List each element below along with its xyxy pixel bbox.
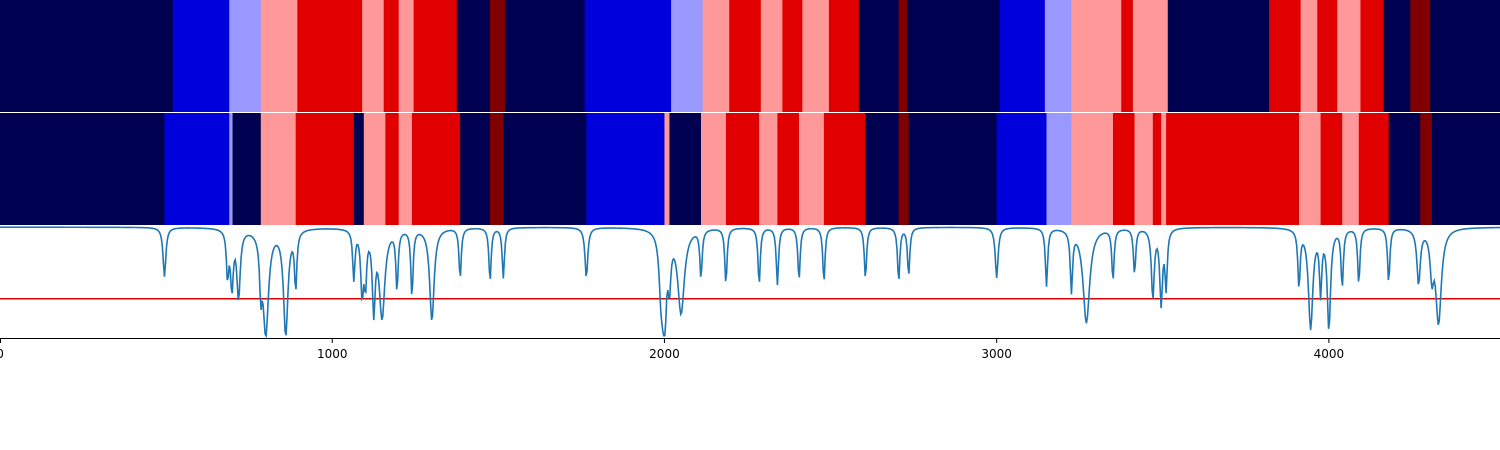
heatmap-cell — [725, 113, 760, 225]
heatmap-cell — [363, 113, 386, 225]
heatmap-cell — [353, 113, 365, 225]
heatmap-cell — [229, 0, 262, 112]
heatmap-cell — [1420, 113, 1433, 225]
heatmap-cell — [782, 0, 803, 112]
heatmap-cell — [413, 0, 458, 112]
heatmap-cell — [669, 113, 702, 225]
heatmap-cell — [490, 113, 504, 225]
heatmap-cell — [729, 0, 762, 112]
heatmap-cell — [584, 0, 672, 112]
heatmap-cell — [504, 0, 586, 112]
heatmap-cell — [799, 113, 825, 225]
heatmap-cell — [297, 0, 363, 112]
heatmap-cell — [503, 113, 587, 225]
heatmap-cell — [1071, 0, 1122, 112]
heatmap-cell — [1383, 0, 1411, 112]
score-line-panel — [0, 226, 1500, 339]
heatmap-cell — [490, 0, 506, 112]
heatmap-cell — [586, 113, 665, 225]
heatmap-cell — [460, 113, 491, 225]
heatmap-cell — [996, 113, 1047, 225]
heatmap-cell — [411, 113, 461, 225]
heatmap-cell — [398, 0, 415, 112]
heatmap-cell — [1410, 0, 1431, 112]
heatmap-cell — [898, 113, 910, 225]
heatmap-cell — [1152, 113, 1162, 225]
heatmap-cell — [1161, 113, 1167, 225]
heatmap-cell — [1431, 113, 1500, 225]
heatmap-cell — [664, 113, 670, 225]
heatmap-cell — [383, 0, 400, 112]
heatmap-cell — [865, 113, 900, 225]
x-axis: 0 1000 2000 3000 4000 — [0, 338, 1500, 361]
heatmap-cell — [1299, 113, 1321, 225]
x-tick-label: 0 — [0, 347, 4, 361]
heatmap-cell — [1112, 113, 1135, 225]
heatmap-cell — [0, 113, 165, 225]
heatmap-cell — [898, 0, 908, 112]
heatmap-cell — [1342, 113, 1360, 225]
heatmap-cell — [260, 113, 297, 225]
heatmap-cell — [759, 113, 778, 225]
heatmap-cell — [1166, 113, 1300, 225]
heatmap-cell — [1044, 0, 1072, 112]
heatmap-cell — [1430, 0, 1500, 112]
heatmap-cell — [906, 0, 1001, 112]
heatmap-cell — [362, 0, 385, 112]
x-tick-label: 3000 — [981, 347, 1012, 361]
x-tick-label: 2000 — [649, 347, 680, 361]
heatmap-row-1 — [0, 0, 1500, 112]
heatmap-cell — [671, 0, 704, 112]
heatmap-cell — [701, 113, 727, 225]
heatmap-cell — [1134, 113, 1154, 225]
x-tick-label: 1000 — [317, 347, 348, 361]
heatmap-cell — [702, 0, 730, 112]
heatmap-cell — [1269, 0, 1302, 112]
heatmap-cell — [1358, 113, 1390, 225]
heatmap-cell — [0, 0, 174, 112]
heatmap-cell — [456, 0, 491, 112]
heatmap-cell — [802, 0, 830, 112]
heatmap-cell — [1000, 0, 1046, 112]
heatmap-cell — [1046, 113, 1072, 225]
heatmap-cell — [777, 113, 800, 225]
heatmap-cell — [295, 113, 355, 225]
heatmap-cell — [164, 113, 230, 225]
heatmap-cell — [172, 0, 230, 112]
heatmap-cell — [1320, 113, 1343, 225]
heatmap-cell — [232, 113, 262, 225]
heatmap-cell — [385, 113, 400, 225]
heatmap-cell — [1300, 0, 1318, 112]
heatmap-row-2 — [0, 113, 1500, 225]
heatmap-cell — [760, 0, 783, 112]
x-tick-label: 4000 — [1314, 347, 1345, 361]
score-line — [0, 226, 1500, 339]
heatmap-cell — [260, 0, 298, 112]
heatmap-cell — [1071, 113, 1114, 225]
heatmap-cell — [229, 113, 233, 225]
line-panel-background — [0, 226, 1500, 338]
heatmap-cell — [1121, 0, 1134, 112]
heatmap-cell — [1360, 0, 1385, 112]
heatmap-cell — [828, 0, 860, 112]
heatmap-cell — [398, 113, 413, 225]
heatmap-cell — [908, 113, 998, 225]
heatmap-cell — [1132, 0, 1169, 112]
heatmap-cell — [1388, 113, 1421, 225]
heatmap-cell — [858, 0, 900, 112]
heatmap-cell — [823, 113, 866, 225]
heatmap-cell — [1317, 0, 1338, 112]
heatmap-cell — [1167, 0, 1270, 112]
heatmap-cell — [1337, 0, 1361, 112]
